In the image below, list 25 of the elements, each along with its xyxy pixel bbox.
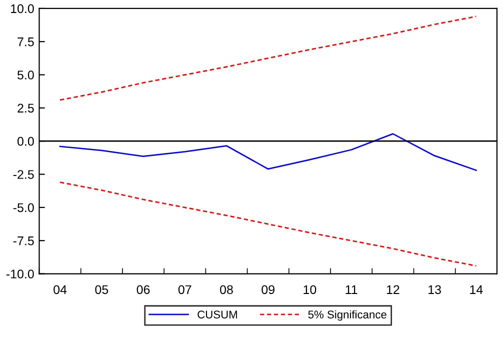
x-tick-label: 10 bbox=[304, 285, 316, 294]
y-tick-label: 10.0 bbox=[11, 4, 34, 14]
y-tick-label: 2.5 bbox=[18, 104, 34, 113]
line-series bbox=[59, 182, 477, 267]
x-tick-label: 09 bbox=[262, 285, 274, 294]
y-tick-label: -10.0 bbox=[6, 270, 34, 278]
x-tick-label: 04 bbox=[54, 285, 67, 294]
x-tick-label: 13 bbox=[428, 285, 441, 294]
y-tick-label: 5.0 bbox=[18, 70, 34, 80]
legend-label: 5% Significance bbox=[308, 310, 386, 321]
line-series bbox=[59, 133, 477, 171]
legend-label: CUSUM bbox=[198, 310, 237, 318]
x-tick-label: 14 bbox=[470, 285, 483, 294]
y-tick-label: -5.0 bbox=[13, 203, 34, 212]
y-tick-label: 7.5 bbox=[18, 38, 34, 46]
x-tick-label: 06 bbox=[136, 285, 150, 294]
line-series bbox=[59, 16, 477, 101]
x-tick-label: 12 bbox=[386, 285, 400, 294]
x-tick-label: 08 bbox=[220, 285, 233, 294]
x-tick-label: 05 bbox=[95, 285, 108, 294]
y-tick-label: -7.5 bbox=[13, 236, 34, 246]
y-tick-label: 0.0 bbox=[17, 136, 34, 146]
y-tick-label: -2.5 bbox=[13, 170, 34, 179]
x-tick-label: 07 bbox=[178, 285, 192, 294]
x-tick-label: 11 bbox=[346, 285, 358, 294]
